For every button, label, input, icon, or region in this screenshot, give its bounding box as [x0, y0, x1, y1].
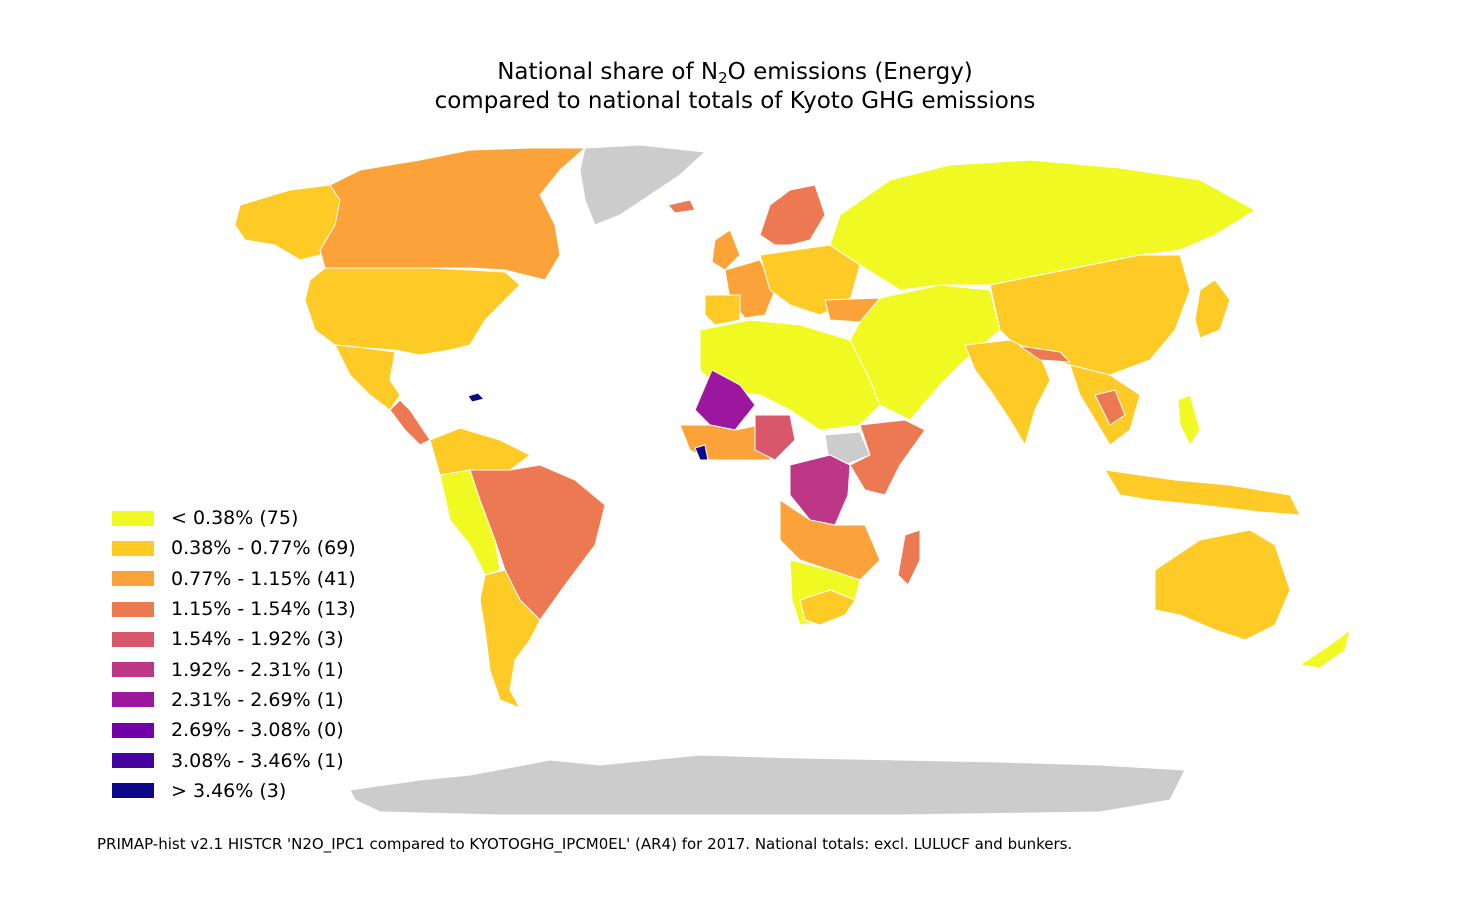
legend-swatch	[112, 692, 154, 708]
region-argentina-chile	[479, 569, 541, 709]
legend-swatch	[112, 571, 154, 587]
legend-item: 2.31% - 2.69% (1)	[112, 685, 356, 715]
region-scandinavia	[759, 184, 826, 246]
legend-item: 3.08% - 3.46% (1)	[112, 745, 356, 775]
legend-item: < 0.38% (75)	[112, 503, 356, 533]
region-mexico	[334, 344, 401, 411]
region-australia	[1154, 529, 1291, 641]
region-greenland	[579, 144, 706, 226]
legend-swatch	[112, 783, 154, 799]
legend-label: < 0.38% (75)	[171, 507, 299, 530]
legend-item: 1.15% - 1.54% (13)	[112, 594, 356, 624]
legend-swatch	[112, 753, 154, 769]
legend-swatch	[112, 540, 154, 556]
legend-label: > 3.46% (3)	[171, 779, 287, 802]
region-himalaya	[1019, 345, 1071, 363]
region-drc	[789, 454, 851, 526]
region-south-africa	[799, 589, 856, 626]
region-alaska-canada-west	[234, 184, 341, 261]
legend-item: > 3.46% (3)	[112, 776, 356, 806]
region-japan	[1194, 279, 1231, 339]
region-liberia	[694, 444, 709, 461]
region-central-asia-middle-east	[849, 284, 1001, 421]
legend-item: 0.77% - 1.15% (41)	[112, 564, 356, 594]
region-antarctica	[349, 754, 1186, 816]
region-iceland	[667, 199, 696, 214]
region-southern-central-africa	[779, 499, 881, 581]
map-title: National share of N2O emissions (Energy)…	[0, 58, 1470, 116]
legend-label: 2.69% - 3.08% (0)	[171, 719, 344, 742]
region-new-zealand	[1299, 629, 1351, 669]
legend-swatch	[112, 631, 154, 647]
region-central-america	[389, 399, 431, 446]
legend-swatch	[112, 510, 154, 526]
legend-label: 0.77% - 1.15% (41)	[171, 567, 356, 590]
map-legend: < 0.38% (75) 0.38% - 0.77% (69) 0.77% - 1.…	[112, 503, 356, 806]
region-madagascar	[897, 529, 921, 586]
region-caribbean	[467, 392, 485, 403]
region-uk-ireland	[711, 229, 741, 271]
region-iberia	[704, 294, 741, 326]
legend-label: 1.15% - 1.54% (13)	[171, 598, 356, 621]
legend-label: 2.31% - 2.69% (1)	[171, 688, 344, 711]
region-northern-south-america	[429, 427, 531, 476]
legend-item: 1.92% - 2.31% (1)	[112, 654, 356, 684]
legend-label: 0.38% - 0.77% (69)	[171, 537, 356, 560]
region-indochina	[1094, 389, 1126, 426]
title-line-2: compared to national totals of Kyoto GHG…	[434, 88, 1036, 114]
region-nigeria	[754, 414, 796, 461]
region-brazil	[469, 464, 606, 621]
legend-swatch	[112, 722, 154, 738]
legend-label: 1.92% - 2.31% (1)	[171, 658, 344, 681]
region-indonesia	[1104, 469, 1301, 516]
legend-label: 1.54% - 1.92% (3)	[171, 628, 344, 651]
legend-item: 2.69% - 3.08% (0)	[112, 715, 356, 745]
title-line-1: National share of N2O emissions (Energy)	[497, 59, 973, 87]
region-sudan	[824, 431, 871, 466]
legend-item: 1.54% - 1.92% (3)	[112, 624, 356, 654]
legend-label: 3.08% - 3.46% (1)	[171, 749, 344, 772]
region-usa	[304, 267, 521, 356]
legend-item: 0.38% - 0.77% (69)	[112, 533, 356, 563]
legend-swatch	[112, 601, 154, 617]
region-canada	[319, 147, 586, 281]
region-russia	[829, 159, 1256, 291]
region-east-africa	[849, 419, 926, 496]
region-philippines	[1177, 394, 1201, 446]
source-footnote: PRIMAP-hist v2.1 HISTCR 'N2O_IPC1 compar…	[97, 835, 1073, 853]
legend-swatch	[112, 662, 154, 678]
